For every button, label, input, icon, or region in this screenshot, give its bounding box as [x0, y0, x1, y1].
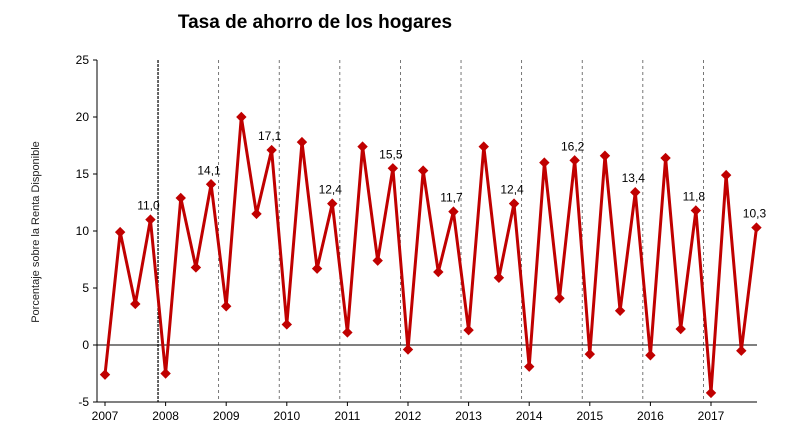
- data-point: [736, 345, 747, 356]
- data-point: [584, 348, 596, 360]
- data-point: [205, 179, 217, 190]
- y-tick-label: 15: [76, 167, 90, 181]
- data-point: [751, 222, 762, 233]
- data-point: [190, 262, 202, 273]
- data-point: [311, 263, 323, 274]
- data-point: [281, 319, 293, 330]
- x-tick-label: 2017: [698, 409, 725, 423]
- y-tick-label: -5: [78, 395, 89, 409]
- x-tick-label: 2015: [576, 409, 603, 423]
- data-point: [417, 165, 429, 176]
- x-tick-label: 2016: [637, 409, 664, 423]
- data-point: [114, 226, 126, 238]
- y-tick-label: 0: [82, 338, 89, 352]
- data-point: [296, 136, 308, 148]
- data-label: 15,5: [379, 147, 403, 161]
- data-label: 17,1: [258, 129, 282, 143]
- chart-title: Tasa de ahorro de los hogares: [177, 12, 453, 33]
- data-point: [660, 152, 671, 164]
- x-tick-label: 2007: [92, 409, 119, 423]
- data-point: [478, 141, 489, 152]
- data-point: [599, 150, 611, 161]
- data-label: 11,8: [683, 189, 706, 203]
- data-label: 12,4: [319, 183, 343, 197]
- data-label: 16,2: [561, 139, 585, 153]
- data-point: [508, 198, 520, 209]
- data-point: [402, 344, 414, 355]
- data-point: [569, 155, 580, 166]
- x-tick-label: 2011: [334, 409, 360, 423]
- data-label: 11,7: [440, 191, 463, 205]
- data-point: [554, 293, 565, 304]
- x-tick-label: 2008: [152, 409, 179, 423]
- x-tick-label: 2013: [455, 409, 482, 423]
- data-point: [160, 368, 171, 379]
- data-point: [630, 187, 641, 198]
- data-point: [645, 350, 656, 361]
- data-point: [523, 361, 535, 372]
- data-point: [130, 298, 141, 310]
- data-label: 14,1: [197, 163, 221, 177]
- data-point: [145, 214, 156, 225]
- data-point: [448, 206, 459, 217]
- data-point: [99, 369, 111, 380]
- y-tick-label: 10: [76, 224, 90, 238]
- data-point: [675, 323, 686, 335]
- y-tick-label: 5: [82, 281, 89, 295]
- data-point: [433, 266, 444, 278]
- x-tick-label: 2014: [516, 409, 543, 423]
- data-point: [175, 192, 186, 204]
- data-point: [266, 144, 277, 156]
- data-point: [705, 387, 717, 399]
- data-point: [614, 305, 626, 317]
- data-point: [720, 169, 732, 181]
- data-point: [463, 324, 474, 336]
- data-label: 11,0: [137, 199, 160, 213]
- data-point: [539, 157, 550, 168]
- data-point: [342, 327, 353, 338]
- data-label: 10,3: [743, 207, 767, 221]
- data-point: [372, 255, 383, 266]
- data-label: 12,4: [500, 183, 524, 197]
- data-point: [387, 163, 399, 174]
- y-tick-label: 25: [76, 53, 90, 67]
- data-point: [327, 198, 338, 209]
- data-point: [493, 272, 505, 283]
- data-point: [357, 141, 368, 152]
- data-label: 13,4: [622, 171, 646, 185]
- data-point: [251, 208, 262, 220]
- data-point: [236, 111, 247, 123]
- x-tick-label: 2012: [395, 409, 422, 423]
- data-point: [220, 301, 232, 312]
- x-tick-label: 2009: [213, 409, 240, 423]
- y-tick-label: 20: [76, 110, 90, 124]
- x-tick-label: 2010: [273, 409, 300, 423]
- data-point: [690, 205, 702, 216]
- series-line: [103, 115, 758, 395]
